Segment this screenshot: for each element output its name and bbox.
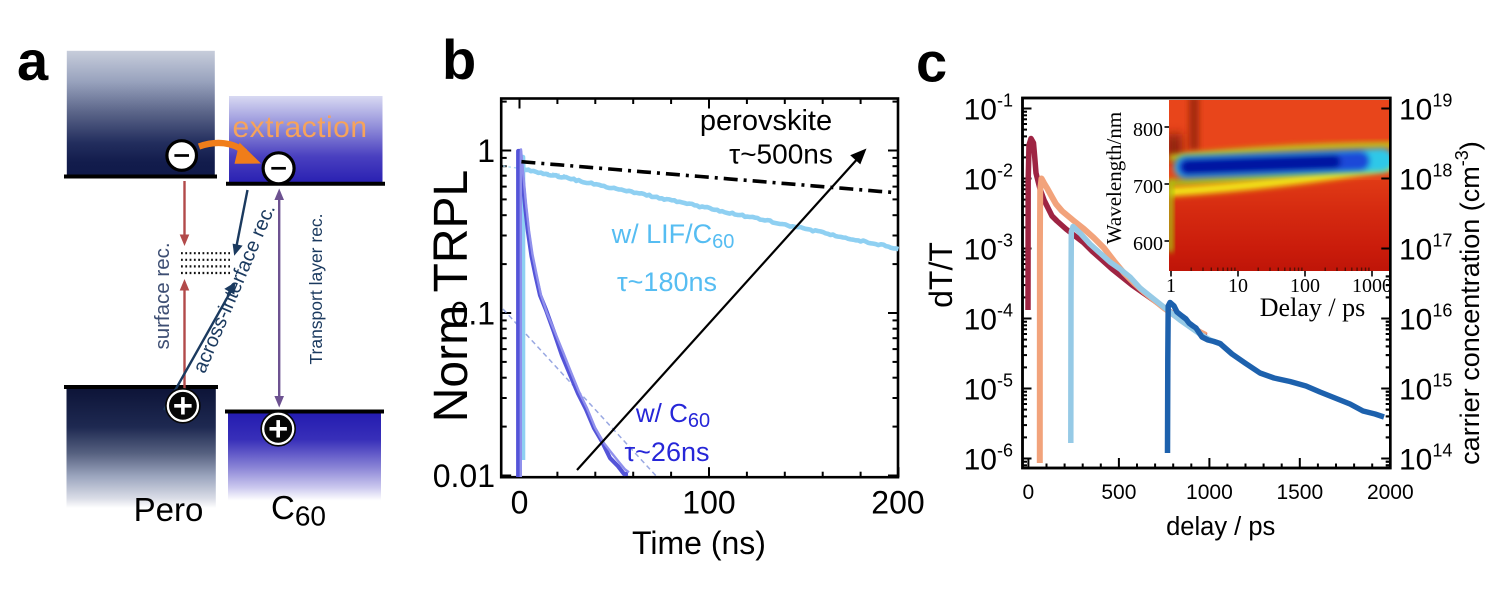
svg-text:τ~26ns: τ~26ns	[625, 437, 710, 467]
svg-text:10: 10	[1228, 275, 1248, 297]
svg-text:500: 500	[1101, 481, 1136, 504]
svg-text:Delay / ps: Delay / ps	[1260, 293, 1365, 322]
svg-text:b: b	[442, 28, 476, 91]
svg-text:extraction: extraction	[232, 111, 367, 144]
svg-text:perovskite: perovskite	[700, 105, 832, 137]
svg-text:c: c	[916, 31, 947, 94]
svg-text:τ~500ns: τ~500ns	[729, 139, 833, 170]
svg-text:10-2: 10-2	[964, 161, 1013, 197]
svg-text:100: 100	[1290, 275, 1320, 297]
svg-text:carrier concentration (cm-3): carrier concentration (cm-3)	[1452, 141, 1485, 465]
svg-text:700: 700	[1133, 176, 1163, 198]
svg-text:delay / ps: delay / ps	[1166, 513, 1275, 541]
svg-text:Norm TRPL: Norm TRPL	[425, 170, 478, 423]
svg-text:600: 600	[1133, 233, 1163, 255]
svg-text:2000: 2000	[1367, 481, 1414, 504]
svg-text:surface rec.: surface rec.	[151, 242, 174, 349]
svg-text:0: 0	[511, 485, 529, 521]
svg-text:τ~180ns: τ~180ns	[617, 267, 717, 297]
svg-text:1: 1	[1166, 275, 1176, 297]
svg-text:0.01: 0.01	[433, 458, 495, 494]
svg-text:Time (ns): Time (ns)	[632, 525, 766, 561]
svg-text:Transport layer rec.: Transport layer rec.	[306, 213, 326, 364]
svg-text:0.1: 0.1	[451, 296, 495, 332]
svg-text:Wavelength/nm: Wavelength/nm	[1102, 112, 1126, 244]
svg-text:Pero: Pero	[134, 491, 204, 528]
svg-text:100: 100	[682, 485, 735, 521]
svg-text:1000: 1000	[1186, 481, 1233, 504]
svg-text:a: a	[17, 29, 49, 92]
svg-text:0: 0	[1023, 481, 1035, 504]
svg-text:dT/T: dT/T	[923, 242, 959, 308]
svg-text:800: 800	[1133, 119, 1163, 141]
svg-text:1000: 1000	[1352, 275, 1392, 297]
svg-text:200: 200	[871, 485, 924, 521]
svg-text:1017: 1017	[1399, 231, 1452, 267]
svg-text:1500: 1500	[1276, 481, 1323, 504]
svg-text:1: 1	[477, 133, 495, 169]
